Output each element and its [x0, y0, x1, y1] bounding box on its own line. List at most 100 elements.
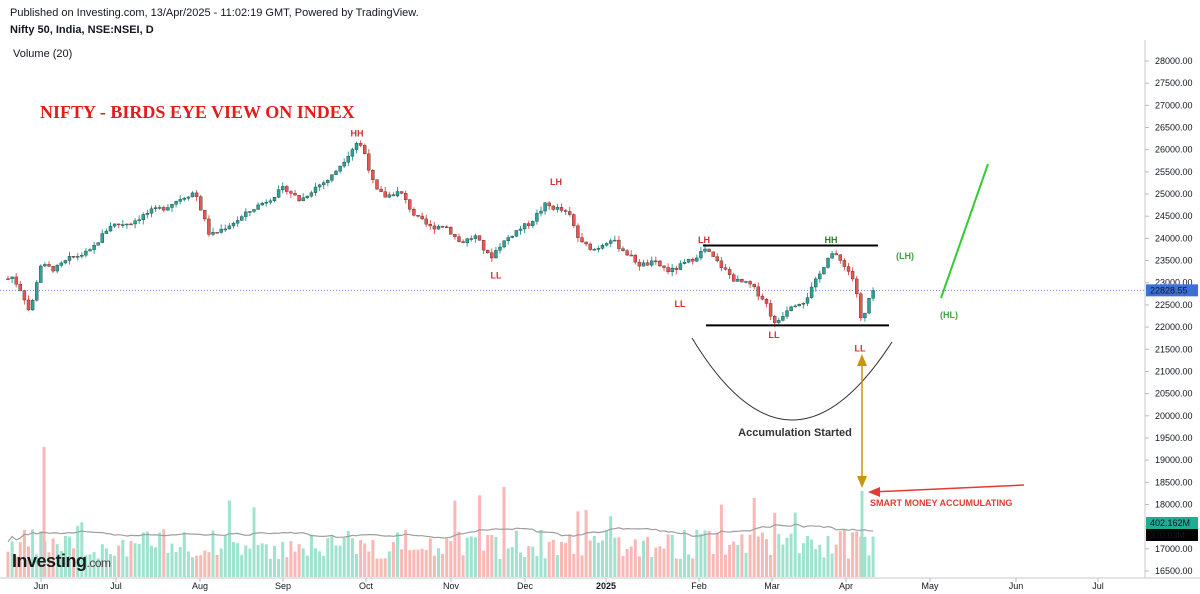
volume-bar [322, 555, 326, 577]
candle-body [281, 186, 285, 190]
volume-bar [273, 546, 276, 577]
volume-bar [363, 543, 367, 577]
volume-bar [510, 547, 514, 577]
candle-body [63, 260, 68, 264]
candle-body [789, 306, 793, 311]
volume-bar [412, 549, 416, 577]
swing-label: (LH) [896, 251, 914, 261]
candle-body [174, 201, 178, 205]
volume-bar [141, 532, 145, 577]
volume-last-tag [1146, 517, 1198, 529]
candle-body [715, 256, 719, 262]
candle-body [645, 262, 650, 266]
time-axis[interactable]: Jun Jul Aug Sep Oct Nov Dec 2025 Feb Mar Apr May Jun… [34, 578, 1104, 591]
price-tick-label: 19000.00 [1155, 455, 1193, 465]
candle-body [633, 254, 637, 263]
volume-bar [383, 558, 387, 577]
price-axis[interactable]: 28000.00 27500.00 27000.00 26500.00 26000.00… [1145, 56, 1198, 576]
candle-body [342, 162, 346, 167]
volume-bar [576, 511, 580, 577]
candle-body [141, 214, 146, 220]
volume-bar [51, 538, 55, 577]
volume-bar [318, 551, 322, 577]
candle-body [432, 225, 437, 230]
volume-indicator-label[interactable]: Volume (20) [13, 48, 73, 60]
candle-body [596, 248, 601, 250]
time-tick-label: Mar [764, 581, 780, 591]
candle-body [190, 192, 195, 198]
volume-spike [502, 487, 506, 577]
candle-body [686, 258, 691, 263]
candle-body [125, 223, 129, 226]
time-tick-label: Apr [839, 581, 853, 591]
candle-body [162, 207, 166, 211]
candle-body [629, 254, 633, 257]
volume-bar [301, 548, 305, 577]
volume-bar [268, 558, 272, 577]
volume-bar [35, 554, 39, 577]
candle-body [334, 170, 338, 175]
candle-body [838, 254, 842, 261]
volume-bar [375, 558, 379, 577]
candle-body [55, 265, 59, 272]
volume-bar [59, 551, 63, 577]
candle-body [71, 256, 76, 258]
volume-bar [834, 544, 838, 577]
volume-bar [814, 549, 818, 577]
candle-body [129, 223, 133, 226]
candle-body [830, 253, 834, 259]
candle-body [354, 143, 359, 150]
volume-bar [674, 558, 678, 577]
candle-body [330, 174, 334, 181]
candle-body [153, 207, 158, 209]
candle-body [375, 179, 379, 190]
volume-bar [92, 552, 96, 577]
candle-body [383, 191, 387, 198]
volume-bar [719, 504, 723, 577]
volume-bar [219, 548, 223, 577]
candle-body [637, 261, 642, 267]
volume-bar [129, 540, 133, 577]
swing-label: HH [825, 235, 838, 245]
volume-bar [535, 556, 539, 577]
candle-body [674, 267, 678, 270]
volume-bar [428, 538, 432, 577]
candle-body [227, 225, 232, 230]
volume-bar [186, 551, 190, 577]
candle-body [547, 202, 551, 207]
volume-bar [158, 532, 162, 577]
candle-body [752, 283, 756, 288]
candle-body [453, 234, 457, 237]
annotation-layer: NIFTY - BIRDS EYE VIEW ON INDEX HH LH LL LH L… [40, 102, 1025, 508]
accumulation-curve [691, 337, 893, 421]
volume-bar [330, 536, 334, 577]
volume-bar [695, 529, 699, 577]
volume-bar [678, 558, 682, 577]
time-tick-label: Jun [1009, 581, 1024, 591]
candle-body [641, 262, 646, 267]
volume-bar [765, 539, 768, 577]
candle-body [43, 264, 47, 267]
candle-body [166, 207, 170, 211]
candle-body [108, 225, 113, 232]
volume-bar [252, 507, 256, 577]
candle-body [428, 223, 432, 227]
candle-body [412, 209, 416, 216]
last-price-label: 22828.55 [1150, 285, 1188, 295]
candle-body [543, 202, 547, 212]
price-tick-label: 22500.00 [1155, 300, 1193, 310]
volume-bar [326, 538, 330, 577]
volume-bar [580, 555, 584, 577]
candle-body [30, 299, 35, 311]
candle-body [609, 240, 613, 244]
swing-label: LL [491, 270, 502, 280]
candle-body [363, 145, 367, 155]
candle-body [244, 211, 248, 217]
candle-body [104, 230, 109, 234]
volume-bar [404, 529, 408, 577]
volume-bar [18, 542, 22, 577]
volume-bar [748, 534, 752, 577]
volume-bar [609, 516, 613, 577]
candle-body [535, 213, 539, 222]
